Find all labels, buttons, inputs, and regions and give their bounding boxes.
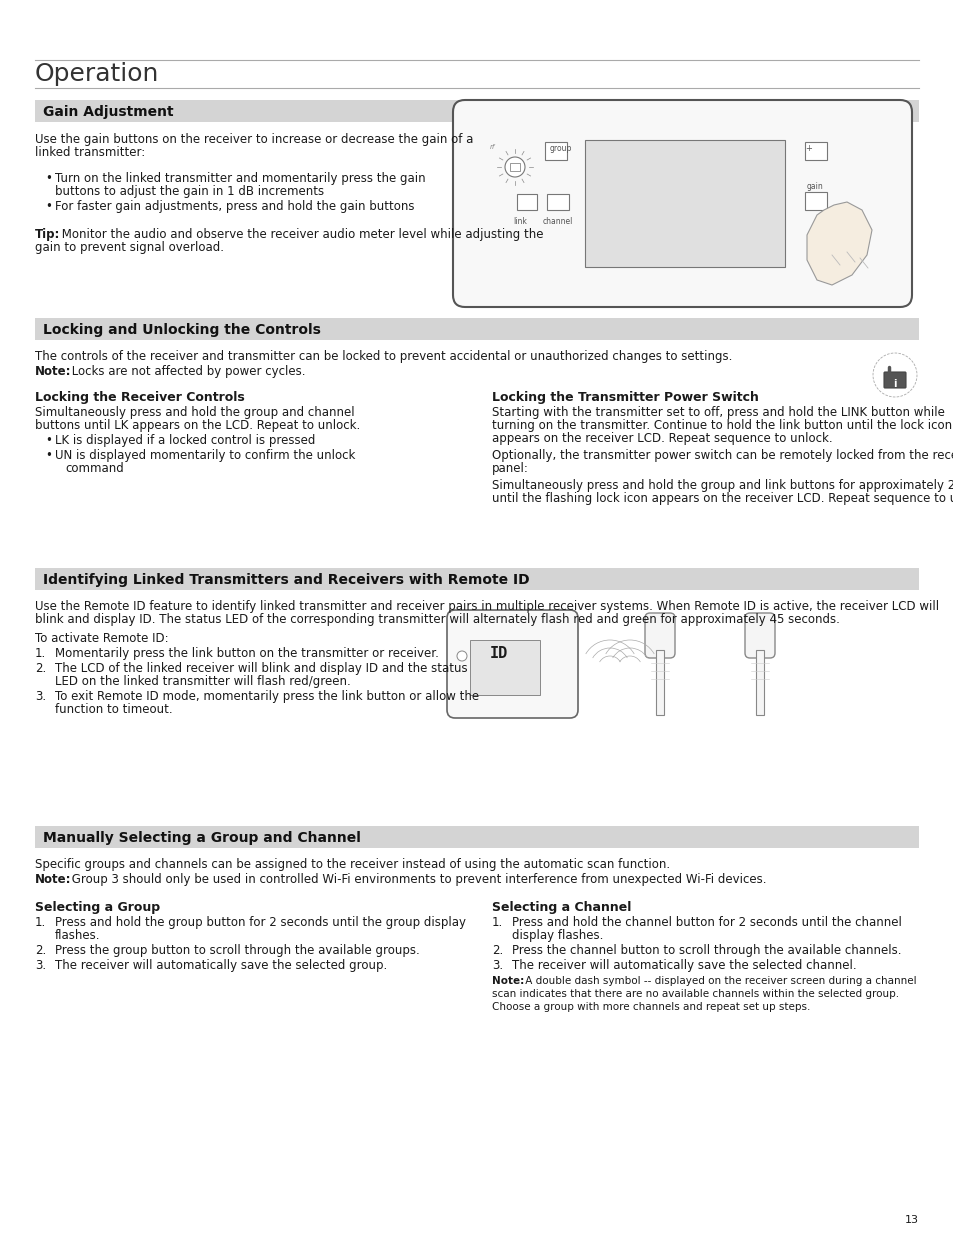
FancyBboxPatch shape [744,613,774,658]
Text: •: • [45,433,51,447]
Text: Note:: Note: [492,976,524,986]
Polygon shape [806,203,871,285]
Bar [804,142,826,161]
Text: Simultaneously press and hold the group and link buttons for approximately 2 sec: Simultaneously press and hold the group … [492,479,953,492]
Bar [517,194,537,210]
Text: To activate Remote ID:: To activate Remote ID: [35,632,169,645]
Text: Locking and Unlocking the Controls: Locking and Unlocking the Controls [43,324,320,337]
Text: Optionally, the transmitter power switch can be remotely locked from the receive: Optionally, the transmitter power switch… [492,450,953,462]
Bar [470,640,539,695]
Bar [35,100,918,122]
Text: link: link [513,217,526,226]
Text: LK is displayed if a locked control is pressed: LK is displayed if a locked control is p… [55,433,315,447]
Text: For faster gain adjustments, press and hold the gain buttons: For faster gain adjustments, press and h… [55,200,414,212]
Text: function to timeout.: function to timeout. [55,703,172,716]
Text: Monitor the audio and observe the receiver audio meter level while adjusting the: Monitor the audio and observe the receiv… [58,228,543,241]
Text: Selecting a Group: Selecting a Group [35,902,160,914]
Bar [656,650,663,715]
Text: Operation: Operation [35,62,159,86]
Text: Press and hold the group button for 2 seconds until the group display: Press and hold the group button for 2 se… [55,916,465,929]
FancyBboxPatch shape [453,100,911,308]
FancyBboxPatch shape [644,613,675,658]
Text: gain: gain [806,182,822,191]
Text: Gain Adjustment: Gain Adjustment [43,105,173,119]
Text: Locks are not affected by power cycles.: Locks are not affected by power cycles. [68,366,305,378]
Circle shape [456,651,467,661]
Bar [35,317,918,340]
Text: Identifying Linked Transmitters and Receivers with Remote ID: Identifying Linked Transmitters and Rece… [43,573,529,587]
Bar [546,194,568,210]
Text: until the flashing lock icon appears on the receiver LCD. Repeat sequence to unl: until the flashing lock icon appears on … [492,492,953,505]
Text: The LCD of the linked receiver will blink and display ID and the status: The LCD of the linked receiver will blin… [55,662,467,676]
Text: blink and display ID. The status LED of the corresponding transmitter will alter: blink and display ID. The status LED of … [35,613,839,626]
Bar [35,826,918,848]
Text: •: • [45,450,51,462]
Text: 3.: 3. [492,960,502,972]
Text: Tip:: Tip: [35,228,60,241]
Text: A double dash symbol -- displayed on the receiver screen during a channel: A double dash symbol -- displayed on the… [521,976,916,986]
Text: panel:: panel: [492,462,528,475]
Text: The controls of the receiver and transmitter can be locked to prevent accidental: The controls of the receiver and transmi… [35,350,732,363]
Text: 1.: 1. [35,647,46,659]
Text: linked transmitter:: linked transmitter: [35,146,145,159]
Text: flashes.: flashes. [55,929,100,942]
Text: 1.: 1. [35,916,46,929]
Text: Choose a group with more channels and repeat set up steps.: Choose a group with more channels and re… [492,1002,809,1011]
Text: Turn on the linked transmitter and momentarily press the gain: Turn on the linked transmitter and momen… [55,172,425,185]
Text: +: + [804,144,811,153]
Text: 3.: 3. [35,960,46,972]
Text: Simultaneously press and hold the group and channel: Simultaneously press and hold the group … [35,406,355,419]
Text: command: command [65,462,124,475]
Text: appears on the receiver LCD. Repeat sequence to unlock.: appears on the receiver LCD. Repeat sequ… [492,432,832,445]
Text: The receiver will automatically save the selected group.: The receiver will automatically save the… [55,960,387,972]
Text: Locking the Transmitter Power Switch: Locking the Transmitter Power Switch [492,391,758,404]
Text: i: i [892,379,896,389]
Bar [804,191,826,210]
Text: Manually Selecting a Group and Channel: Manually Selecting a Group and Channel [43,831,360,845]
Text: 13: 13 [904,1215,918,1225]
FancyBboxPatch shape [447,610,578,718]
Text: scan indicates that there are no available channels within the selected group.: scan indicates that there are no availab… [492,989,898,999]
Text: display flashes.: display flashes. [512,929,602,942]
Bar [35,568,918,590]
Text: gain to prevent signal overload.: gain to prevent signal overload. [35,241,224,254]
Text: Momentarily press the link button on the transmitter or receiver.: Momentarily press the link button on the… [55,647,438,659]
Bar [584,140,784,267]
Text: rf: rf [490,144,495,149]
Text: 2.: 2. [35,944,46,957]
Text: Note:: Note: [35,873,71,885]
Text: The receiver will automatically save the selected channel.: The receiver will automatically save the… [512,960,856,972]
Text: 1.: 1. [492,916,503,929]
Text: 3.: 3. [35,690,46,703]
Text: Use the Remote ID feature to identify linked transmitter and receiver pairs in m: Use the Remote ID feature to identify li… [35,600,938,613]
FancyBboxPatch shape [883,372,905,388]
Text: Press and hold the channel button for 2 seconds until the channel: Press and hold the channel button for 2 … [512,916,901,929]
Text: group: group [550,144,572,153]
Text: Specific groups and channels can be assigned to the receiver instead of using th: Specific groups and channels can be assi… [35,858,669,871]
Text: Starting with the transmitter set to off, press and hold the LINK button while: Starting with the transmitter set to off… [492,406,943,419]
Text: Selecting a Channel: Selecting a Channel [492,902,631,914]
Text: 2.: 2. [492,944,503,957]
Bar [510,163,519,170]
Text: •: • [45,172,51,185]
Text: turning on the transmitter. Continue to hold the link button until the lock icon: turning on the transmitter. Continue to … [492,419,951,432]
Text: channel: channel [542,217,573,226]
Text: LED on the linked transmitter will flash red/green.: LED on the linked transmitter will flash… [55,676,351,688]
Bar [755,650,763,715]
Text: To exit Remote ID mode, momentarily press the link button or allow the: To exit Remote ID mode, momentarily pres… [55,690,478,703]
Text: Use the gain buttons on the receiver to increase or decrease the gain of a: Use the gain buttons on the receiver to … [35,133,473,146]
Text: buttons until LK appears on the LCD. Repeat to unlock.: buttons until LK appears on the LCD. Rep… [35,419,360,432]
Text: Note:: Note: [35,366,71,378]
Bar [544,142,566,161]
Text: Group 3 should only be used in controlled Wi-Fi environments to prevent interfer: Group 3 should only be used in controlle… [68,873,765,885]
Text: •: • [45,200,51,212]
Text: UN is displayed momentarily to confirm the unlock: UN is displayed momentarily to confirm t… [55,450,355,462]
Text: Locking the Receiver Controls: Locking the Receiver Controls [35,391,245,404]
Text: Press the channel button to scroll through the available channels.: Press the channel button to scroll throu… [512,944,901,957]
Text: buttons to adjust the gain in 1 dB increments: buttons to adjust the gain in 1 dB incre… [55,185,324,198]
Circle shape [504,157,524,177]
Text: Press the group button to scroll through the available groups.: Press the group button to scroll through… [55,944,419,957]
Text: 2.: 2. [35,662,46,676]
Text: ID: ID [490,646,508,661]
